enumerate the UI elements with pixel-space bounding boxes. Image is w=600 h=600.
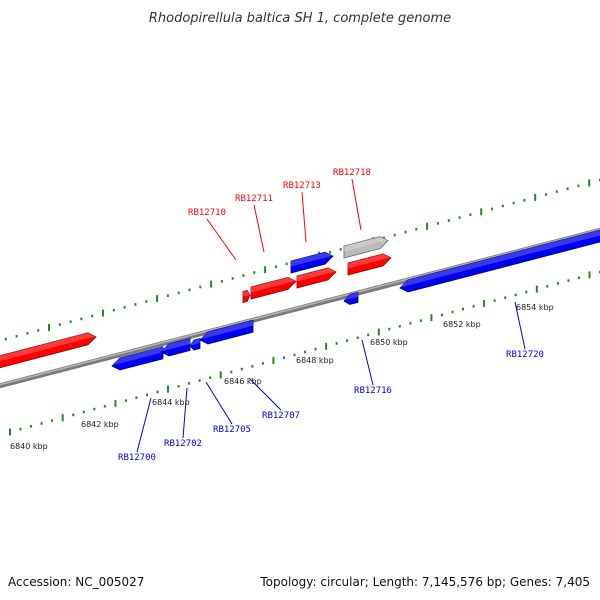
bottom-scale-ticks	[9, 270, 600, 436]
gene-callouts: RB12710 RB12711 RB12713 RB12718 RB12700 RB127…	[118, 168, 544, 463]
gene-callout-line	[253, 204, 265, 253]
gene-callout-line	[182, 387, 188, 439]
gene-arrow-forward[interactable]	[347, 253, 392, 276]
gene-label[interactable]: RB12700	[118, 453, 156, 463]
gene-callout-line	[205, 381, 233, 425]
gene-arrow-reverse[interactable]	[160, 337, 191, 357]
kbp-scale-label: 6852 kbp	[443, 320, 481, 329]
genome-backbone-highlight	[0, 228, 600, 386]
accession-text: Accession: NC_005027	[8, 575, 144, 589]
genome-stats-text: Topology: circular; Length: 7,145,576 bp…	[259, 575, 590, 589]
gene-callout-line	[136, 397, 152, 453]
gene-arrow-reverse[interactable]	[290, 251, 334, 274]
gene-label[interactable]: RB12720	[506, 350, 544, 360]
kbp-scale-label: 6842 kbp	[81, 420, 119, 429]
gene-label[interactable]: RB12710	[188, 208, 226, 218]
top-scale-ticks	[4, 178, 600, 341]
gene-arrow-reverse[interactable]	[189, 337, 201, 351]
gene-arrow-forward[interactable]	[242, 289, 251, 304]
gene-features	[0, 229, 600, 371]
gene-callout-line	[206, 218, 237, 261]
gene-label[interactable]: RB12707	[262, 411, 300, 421]
gene-label[interactable]: RB12718	[333, 168, 371, 178]
gene-callout-line	[514, 301, 526, 350]
gene-label[interactable]: RB12711	[235, 194, 273, 204]
gene-callout-line	[351, 178, 362, 231]
gene-arrow-reverse[interactable]	[399, 229, 600, 293]
kbp-scale-label: 6848 kbp	[296, 356, 334, 365]
kbp-scale-label: 6844 kbp	[152, 398, 190, 407]
kbp-scale-labels: 6840 kbp 6842 kbp 6844 kbp 6846 kbp 6848 kbp…	[10, 303, 554, 451]
gene-label[interactable]: RB12713	[283, 181, 321, 191]
kbp-scale-label: 6850 kbp	[370, 338, 408, 347]
genome-title: Rhodopirellula baltica SH 1, complete ge…	[149, 11, 451, 26]
gene-arrow-forward[interactable]	[0, 332, 97, 369]
gene-callout-line	[248, 377, 282, 411]
gene-label[interactable]: RB12705	[213, 425, 251, 435]
gene-label[interactable]: RB12716	[354, 386, 392, 396]
gene-label[interactable]: RB12702	[164, 439, 202, 449]
gene-arrow-forward[interactable]	[250, 276, 297, 300]
kbp-scale-label: 6854 kbp	[516, 303, 554, 312]
gene-arrow-reverse[interactable]	[343, 291, 359, 305]
gene-callout-line	[361, 339, 374, 386]
kbp-scale-label: 6846 kbp	[224, 377, 262, 386]
gene-arrow-forward[interactable]	[296, 267, 337, 289]
gene-arrow-reverse[interactable]	[199, 319, 254, 345]
kbp-scale-label: 6840 kbp	[10, 442, 48, 451]
gene-callout-line	[301, 191, 307, 243]
gene-arrow-other[interactable]	[343, 236, 389, 259]
